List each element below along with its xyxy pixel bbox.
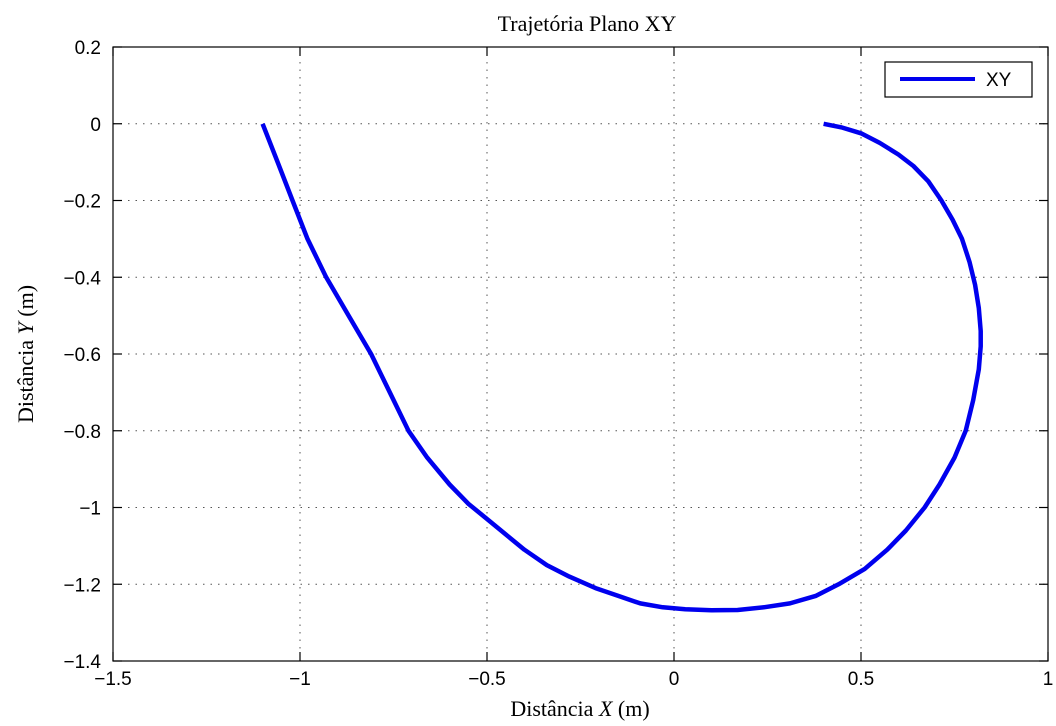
y-axis-label-prefix: Distância xyxy=(13,334,38,423)
x-tick-label: 0 xyxy=(669,669,680,690)
x-tick-label: 0.5 xyxy=(848,669,874,690)
y-tick-label: 0.2 xyxy=(75,38,101,59)
y-tick-label: −0.6 xyxy=(63,345,101,366)
x-axis-label: Distância X (m) xyxy=(510,696,649,721)
y-tick-label: −1.4 xyxy=(63,652,101,673)
x-tick-label: 1 xyxy=(1043,669,1054,690)
chart-title: Trajetória Plano XY xyxy=(498,11,677,36)
x-tick-label: −1.5 xyxy=(94,669,132,690)
y-tick-label: −1.2 xyxy=(63,575,101,596)
y-axis-label: Distância Y (m) xyxy=(13,285,38,423)
legend-label-xy: XY xyxy=(986,70,1012,91)
y-tick-label: −1 xyxy=(79,499,101,520)
x-axis-label-suffix: (m) xyxy=(612,696,649,721)
legend: XY xyxy=(884,61,1033,98)
y-axis-label-suffix: (m) xyxy=(13,285,38,322)
y-tick-label: 0 xyxy=(90,115,101,136)
y-tick-label: −0.4 xyxy=(63,268,101,289)
series-line-xy xyxy=(260,121,983,613)
plot-frame xyxy=(112,46,1049,662)
tick-layer: −1.5 −1 −0.5 0 0.5 1 0.2 0 −0.2 −0.4 −0.6 −0.8 −1 −1.… xyxy=(63,38,1053,690)
x-tick-label: −1 xyxy=(289,669,311,690)
x-axis-label-prefix: Distância xyxy=(510,696,599,721)
y-axis-label-variable: Y xyxy=(13,319,38,334)
x-tick-label: −0.5 xyxy=(468,669,506,690)
grid-layer xyxy=(113,47,1048,661)
x-axis-label-variable: X xyxy=(598,696,614,721)
y-tick-label: −0.8 xyxy=(63,422,101,443)
y-tick-label: −0.2 xyxy=(63,192,101,213)
series-layer xyxy=(260,121,983,613)
